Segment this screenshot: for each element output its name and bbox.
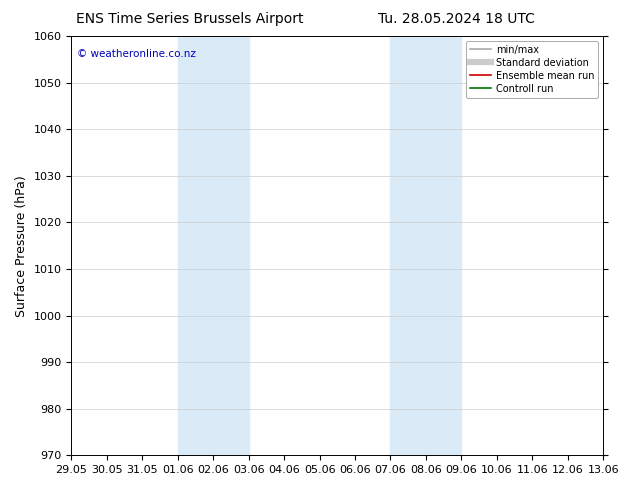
- Legend: min/max, Standard deviation, Ensemble mean run, Controll run: min/max, Standard deviation, Ensemble me…: [466, 41, 598, 98]
- Text: © weatheronline.co.nz: © weatheronline.co.nz: [77, 49, 196, 59]
- Text: Tu. 28.05.2024 18 UTC: Tu. 28.05.2024 18 UTC: [378, 12, 535, 26]
- Bar: [178, 36, 249, 455]
- Bar: [391, 36, 462, 455]
- Y-axis label: Surface Pressure (hPa): Surface Pressure (hPa): [15, 175, 28, 317]
- Text: ENS Time Series Brussels Airport: ENS Time Series Brussels Airport: [77, 12, 304, 26]
